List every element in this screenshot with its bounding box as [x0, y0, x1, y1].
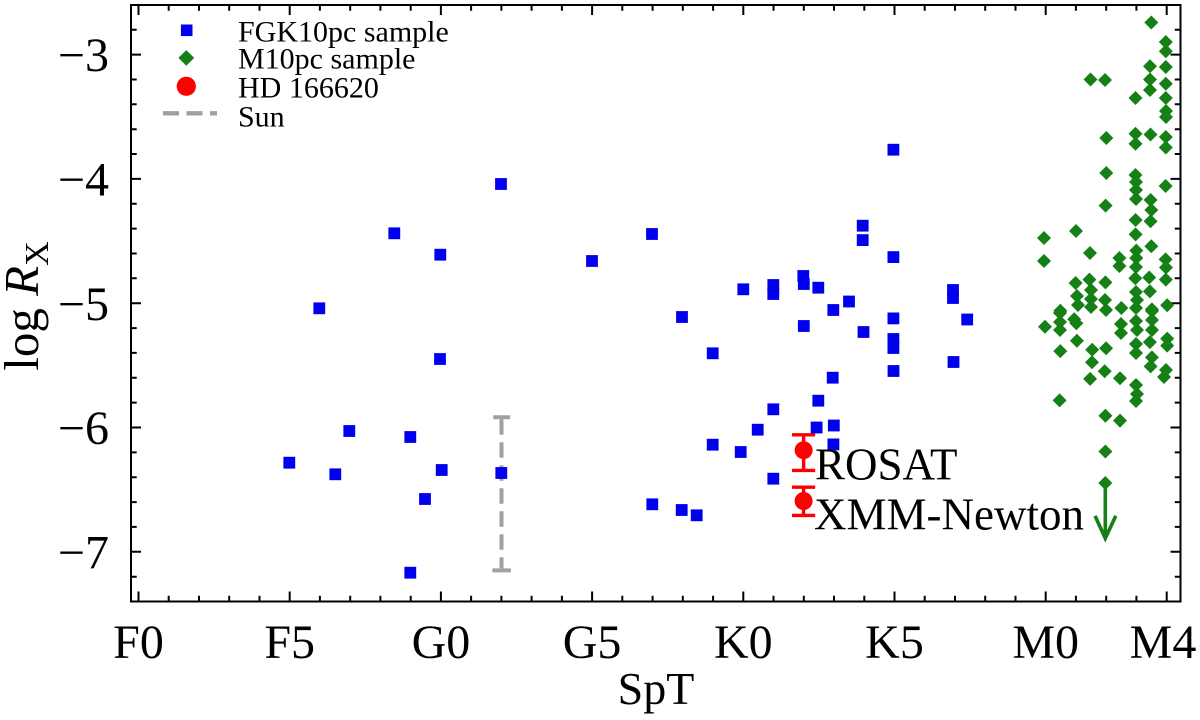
svg-text:G0: G0 [412, 616, 471, 669]
svg-text:−4: −4 [58, 154, 109, 207]
svg-text:XMM-Newton: XMM-Newton [814, 490, 1084, 540]
svg-text:Sun: Sun [238, 101, 285, 134]
svg-text:ROSAT: ROSAT [815, 440, 958, 490]
svg-text:−3: −3 [58, 29, 109, 82]
svg-text:M4: M4 [1130, 616, 1197, 669]
svg-text:FGK10pc sample: FGK10pc sample [238, 16, 449, 49]
svg-text:−6: −6 [58, 402, 109, 455]
svg-text:M0: M0 [1012, 616, 1079, 669]
svg-text:K0: K0 [714, 616, 773, 669]
svg-text:−5: −5 [58, 278, 109, 331]
svg-text:log RX: log RX [0, 241, 56, 370]
svg-text:M10pc sample: M10pc sample [238, 42, 415, 75]
svg-text:F0: F0 [113, 616, 164, 669]
svg-text:F5: F5 [264, 616, 315, 669]
svg-text:−7: −7 [58, 526, 109, 579]
svg-text:G5: G5 [563, 616, 622, 669]
svg-text:SpT: SpT [618, 663, 695, 714]
svg-text:HD 166620: HD 166620 [238, 71, 379, 104]
svg-text:K5: K5 [865, 616, 924, 669]
